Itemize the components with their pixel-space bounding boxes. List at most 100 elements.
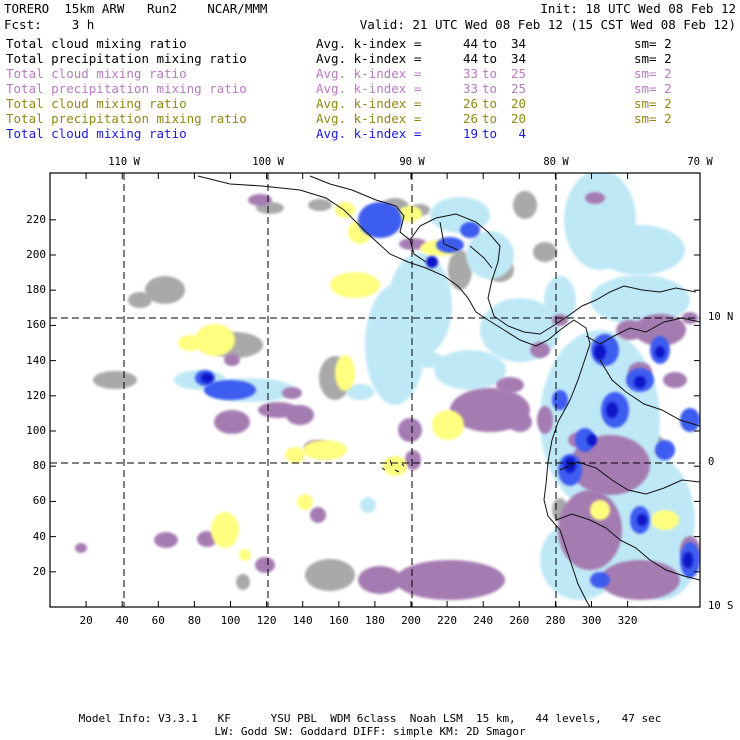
blue-field (204, 380, 256, 400)
legend-label: Total cloud mixing ratio (6, 66, 187, 81)
light-blue-field (590, 275, 690, 325)
legend-to: to (482, 66, 498, 81)
legend-label: Total precipitation mixing ratio (6, 81, 247, 96)
legend-to: to (482, 36, 498, 51)
yellow-field (285, 447, 305, 463)
blue-field (680, 408, 700, 432)
coastlines (197, 175, 700, 607)
purple-field (310, 507, 326, 523)
lon-label-80w: 80 W (543, 156, 569, 168)
legend-to: to (482, 51, 498, 66)
legend-row: Total precipitation mixing ratio Avg. k-i… (6, 81, 726, 96)
grey-field (448, 250, 472, 290)
x-tick-label: 220 (437, 614, 458, 627)
dark-blue-field (637, 514, 647, 526)
lon-label-110w: 110 W (108, 156, 140, 168)
legend-label: Total precipitation mixing ratio (6, 111, 247, 126)
yellow-field (330, 272, 380, 298)
grey-field (533, 242, 557, 262)
legend-row: Total precipitation mixing ratio Avg. k-i… (6, 111, 726, 126)
x-tick-label: 200 (401, 614, 421, 627)
legend-row: Total cloud mixing ratio Avg. k-index = 26… (6, 96, 726, 111)
legend-avg: Avg. k-index = (316, 36, 422, 51)
yellow-field (383, 456, 407, 476)
purple-field (663, 372, 687, 388)
y-tick-label: 220 (26, 212, 46, 226)
blue-field (460, 222, 480, 238)
yellow-field (178, 335, 202, 351)
purple-field (286, 405, 314, 425)
legend-until: 20 (510, 96, 526, 111)
legend-row: Total cloud mixing ratio Avg. k-index = 44… (6, 36, 726, 51)
lat-label-10n: 10 N (708, 311, 734, 323)
yellow-field (303, 440, 347, 460)
purple-field (585, 192, 605, 204)
legend-from: 26 (462, 96, 478, 111)
legend-sm: sm= 2 (634, 36, 672, 51)
y-tick-label: 160 (26, 318, 46, 332)
x-tick-label: 140 (292, 614, 313, 627)
yellow-field (432, 410, 464, 440)
legend-row: Total precipitation mixing ratio Avg. k-i… (6, 51, 726, 66)
purple-field (496, 377, 524, 393)
yellow-field (590, 500, 610, 520)
legend-sm: sm= 2 (634, 81, 672, 96)
x-tick-label: 260 (509, 614, 530, 627)
legend-sm: sm= 2 (634, 111, 672, 126)
purple-field (508, 412, 532, 432)
y-tick-label: 180 (26, 283, 46, 297)
forecast-hour: Fcst: 3 h (4, 17, 95, 32)
model-title: TORERO 15km ARW Run2 NCAR/MMM (4, 1, 268, 16)
light-blue-field (365, 285, 425, 405)
light-blue-field (595, 225, 685, 275)
yellow-field (335, 202, 355, 218)
legend-to: to (482, 96, 498, 111)
purple-field (634, 314, 686, 346)
legend-sm: sm= 2 (634, 66, 672, 81)
dark-blue-field (587, 434, 597, 446)
lat-label-10s: 10 S (708, 600, 734, 612)
dark-blue-field (426, 256, 438, 268)
x-tick-label: 240 (473, 614, 494, 627)
legend-until: 34 (510, 51, 526, 66)
purple-field (282, 387, 302, 399)
y-tick-label: 200 (26, 248, 46, 261)
x-tick-label: 80 (187, 614, 202, 627)
yellow-field (335, 355, 355, 391)
legend-to: to (482, 111, 498, 126)
yellow-field (651, 510, 679, 530)
valid-time: Valid: 21 UTC Wed 08 Feb 12 (15 CST Wed … (359, 17, 736, 32)
purple-field (154, 532, 178, 548)
x-tick-label: 40 (115, 614, 129, 627)
light-blue-field (434, 350, 506, 390)
dark-blue-field (634, 376, 646, 388)
lon-label-90w: 90 W (399, 156, 425, 168)
purple-field (405, 450, 421, 470)
latlon-grid (50, 173, 700, 607)
light-blue-field (416, 352, 444, 368)
y-tick-label: 120 (26, 388, 46, 402)
purple-field (537, 406, 553, 434)
legend-avg: Avg. k-index = (316, 66, 422, 81)
grey-field (513, 191, 537, 219)
x-tick-label: 320 (617, 614, 638, 627)
yellow-field (239, 549, 251, 561)
legend-label: Total cloud mixing ratio (6, 126, 187, 141)
yellow-field (297, 494, 313, 510)
dark-blue-field (606, 402, 618, 418)
purple-field (255, 557, 275, 573)
blue-field (358, 202, 402, 238)
legend-until: 25 (510, 66, 526, 81)
grey-field (128, 292, 152, 308)
purple-field (358, 566, 402, 594)
physics-info: LW: Godd SW: Goddard DIFF: simple KM: 2D… (214, 725, 526, 738)
y-tick-label: 80 (32, 459, 46, 473)
dark-blue-field (655, 346, 665, 358)
legend-avg: Avg. k-index = (316, 111, 422, 126)
legend-until: 34 (510, 36, 526, 51)
legend-from: 33 (462, 66, 478, 81)
legend-until: 4 (518, 126, 526, 141)
y-tick-label: 40 (32, 529, 46, 543)
lat-label-0: 0 (708, 456, 715, 468)
